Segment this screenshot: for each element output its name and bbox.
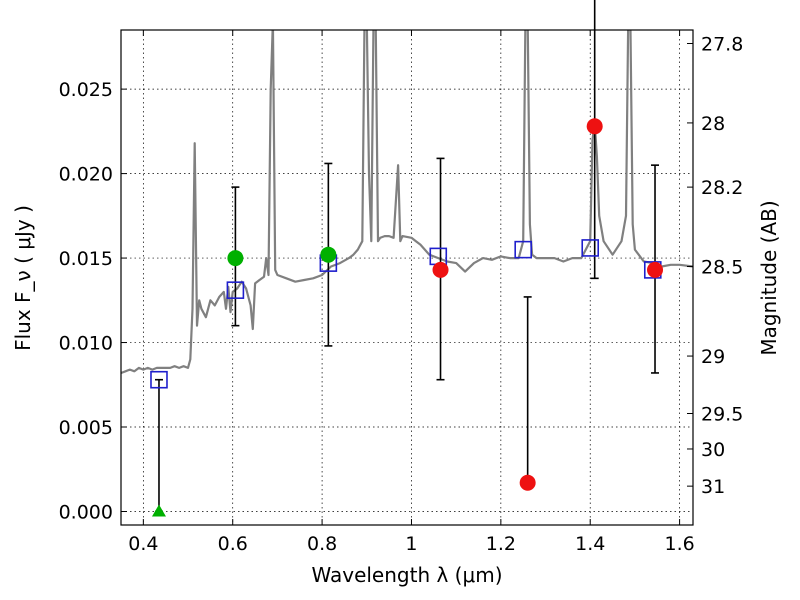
right-tick-label: 27.8 (701, 34, 743, 56)
x-tick-label: 1 (405, 533, 417, 555)
model-flux-box (226, 281, 245, 299)
right-tick-label: 28.5 (701, 257, 743, 279)
red-flux-point (519, 474, 536, 491)
right-tick-label: 28.2 (701, 177, 743, 199)
y-tick-label: 0.010 (59, 333, 113, 355)
right-tick-label: 29 (701, 346, 725, 368)
right-tick-label: 29.5 (701, 403, 743, 425)
model-flux-box (581, 239, 600, 257)
ticks: 0.4 0.6 0.8 1 1.2 1.4 1.6 0.000 0.005 0.010 0.015 0… (59, 30, 743, 555)
y-tick-label: 0.015 (59, 248, 113, 270)
x-tick-label: 1.4 (575, 533, 605, 555)
x-axis-title: Wavelength λ (μm) (311, 563, 502, 587)
spectrum-line (121, 30, 693, 375)
red-flux-point (586, 118, 603, 135)
green-upper-limit-triangle (151, 504, 166, 517)
y-tick-label: 0.020 (59, 164, 113, 186)
right-tick-label: 31 (701, 476, 725, 498)
right-tick-label: 30 (701, 439, 725, 461)
y-tick-label: 0.005 (59, 417, 113, 439)
red-flux-point (432, 261, 449, 278)
model-spectrum (121, 30, 693, 375)
x-tick-label: 0.6 (218, 533, 248, 555)
x-tick-label: 0.8 (307, 533, 337, 555)
y-tick-label: 0.000 (59, 501, 113, 523)
model-flux-box (514, 240, 532, 259)
right-tick-label: 28 (701, 113, 725, 135)
grid (121, 30, 693, 525)
y-tick-label: 0.025 (59, 79, 113, 101)
red-flux-point (647, 261, 664, 278)
y-axis-right-title: Magnitude (AB) (757, 200, 781, 355)
green-flux-point (320, 246, 337, 263)
y-axis-title: Flux F_ν ( μJy ) (11, 205, 35, 351)
green-flux-point (227, 250, 244, 267)
model-flux-box (150, 370, 168, 389)
plot-frame (120, 29, 694, 526)
data-markers (150, 118, 664, 517)
x-tick-label: 0.4 (128, 533, 158, 555)
x-tick-label: 1.2 (486, 533, 516, 555)
x-tick-label: 1.6 (664, 533, 694, 555)
